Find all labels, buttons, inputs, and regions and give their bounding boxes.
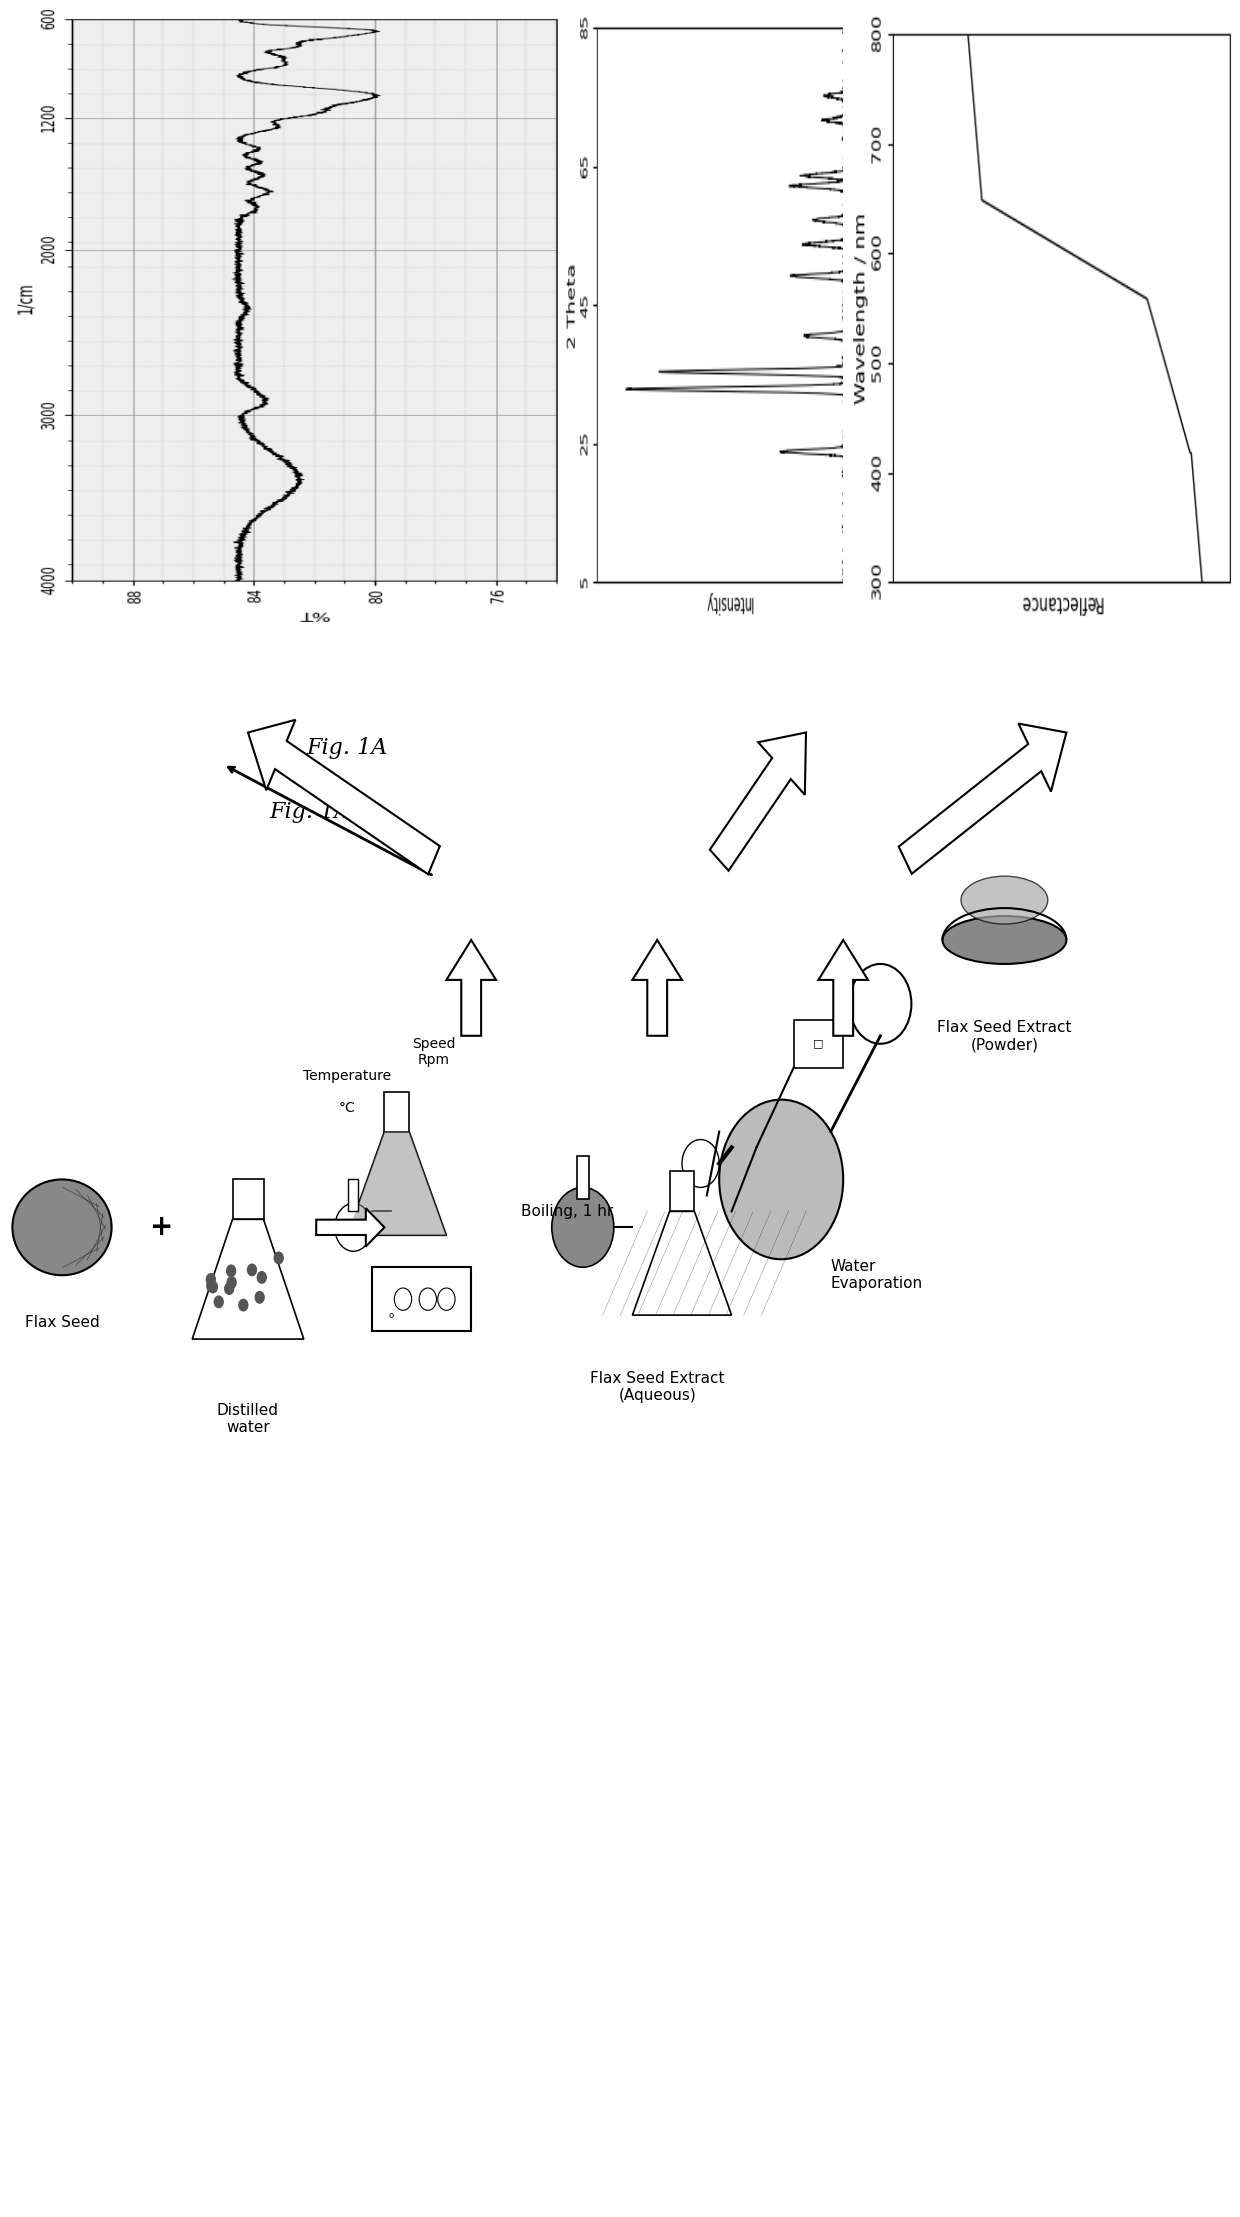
Polygon shape bbox=[818, 940, 868, 1035]
Circle shape bbox=[215, 1297, 223, 1308]
Text: Speed
Rpm: Speed Rpm bbox=[412, 1038, 456, 1066]
Text: Fig. 1A: Fig. 1A bbox=[269, 800, 351, 823]
Text: Fig. 1A: Fig. 1A bbox=[306, 738, 388, 760]
Circle shape bbox=[227, 1266, 236, 1277]
Circle shape bbox=[207, 1279, 216, 1293]
Polygon shape bbox=[316, 1208, 384, 1246]
Circle shape bbox=[394, 1288, 412, 1310]
Circle shape bbox=[239, 1299, 248, 1310]
Polygon shape bbox=[670, 1171, 694, 1210]
Ellipse shape bbox=[12, 1179, 112, 1275]
Polygon shape bbox=[347, 1131, 446, 1235]
Circle shape bbox=[206, 1275, 216, 1286]
Text: Water
Evaporation: Water Evaporation bbox=[831, 1259, 923, 1293]
Circle shape bbox=[438, 1288, 455, 1310]
Circle shape bbox=[552, 1188, 614, 1268]
Polygon shape bbox=[632, 1210, 732, 1315]
Text: □: □ bbox=[813, 1040, 823, 1049]
Circle shape bbox=[248, 1264, 257, 1275]
Circle shape bbox=[224, 1284, 233, 1295]
Text: +: + bbox=[150, 1213, 172, 1242]
Circle shape bbox=[258, 1273, 267, 1284]
Text: Boiling, 1 hr: Boiling, 1 hr bbox=[521, 1204, 613, 1219]
Text: Flax Seed: Flax Seed bbox=[25, 1315, 99, 1330]
Circle shape bbox=[849, 964, 911, 1044]
Circle shape bbox=[719, 1100, 843, 1259]
Polygon shape bbox=[248, 721, 440, 873]
Text: °C: °C bbox=[339, 1100, 356, 1115]
Polygon shape bbox=[632, 940, 682, 1035]
Polygon shape bbox=[348, 1179, 358, 1210]
Circle shape bbox=[274, 1253, 283, 1264]
Circle shape bbox=[682, 1140, 719, 1188]
Text: Flax Seed Extract
(Powder): Flax Seed Extract (Powder) bbox=[937, 1020, 1071, 1053]
Polygon shape bbox=[347, 1131, 446, 1235]
Circle shape bbox=[255, 1293, 264, 1304]
Text: Flax Seed Extract
(Aqueous): Flax Seed Extract (Aqueous) bbox=[590, 1370, 724, 1403]
Circle shape bbox=[227, 1277, 236, 1288]
Polygon shape bbox=[384, 1091, 409, 1131]
Polygon shape bbox=[709, 732, 806, 871]
Polygon shape bbox=[192, 1219, 304, 1339]
Polygon shape bbox=[446, 940, 496, 1035]
FancyBboxPatch shape bbox=[372, 1268, 471, 1330]
Text: Distilled
water: Distilled water bbox=[217, 1403, 279, 1434]
Polygon shape bbox=[577, 1155, 589, 1199]
Circle shape bbox=[208, 1281, 217, 1293]
Ellipse shape bbox=[961, 876, 1048, 924]
Ellipse shape bbox=[942, 916, 1066, 964]
Circle shape bbox=[335, 1204, 372, 1250]
FancyBboxPatch shape bbox=[794, 1020, 843, 1069]
Text: Temperature: Temperature bbox=[303, 1069, 392, 1082]
Polygon shape bbox=[233, 1179, 263, 1219]
Text: o: o bbox=[388, 1310, 393, 1319]
Polygon shape bbox=[899, 723, 1066, 873]
Circle shape bbox=[419, 1288, 436, 1310]
